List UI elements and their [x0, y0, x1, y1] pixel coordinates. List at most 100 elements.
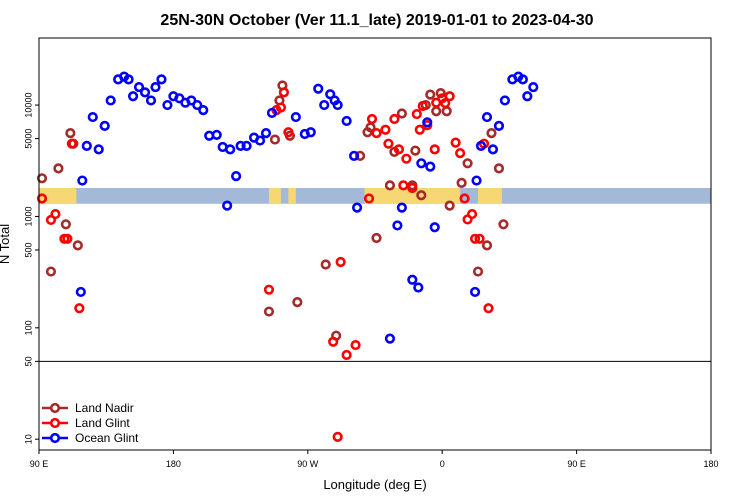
data-point [481, 240, 493, 251]
plot-frame [38, 37, 712, 451]
x-tick-label: 180 [703, 459, 718, 469]
data-point [235, 140, 246, 151]
data-point [444, 200, 455, 211]
x-tick-label: 180 [166, 459, 181, 469]
data-point [471, 175, 482, 186]
x-tick-label: 0 [440, 459, 445, 469]
data-point [231, 171, 242, 182]
data-point [320, 259, 331, 270]
data-point [469, 233, 481, 244]
data-point [392, 220, 403, 231]
data-point [66, 138, 77, 149]
data-point [498, 219, 509, 230]
data-point [292, 297, 303, 308]
data-point [486, 128, 497, 139]
data-point [354, 150, 366, 161]
data-point [462, 158, 473, 169]
data-point [75, 286, 86, 298]
data-point [483, 303, 494, 314]
data-point [425, 89, 436, 100]
data-point [123, 74, 134, 85]
data-point [93, 144, 104, 155]
series-land-nadir [36, 80, 509, 341]
data-point [156, 74, 167, 85]
data-point [383, 138, 394, 149]
data-point [81, 140, 92, 151]
data-point [266, 107, 278, 119]
x-axis-label: Longitude (deg E) [323, 477, 426, 492]
data-point [139, 87, 151, 98]
data-point [459, 193, 470, 204]
y-tick-label: 5000 [23, 129, 33, 149]
data-point [422, 117, 433, 128]
data-point [416, 158, 427, 169]
data-point [410, 145, 421, 156]
data-point [414, 124, 425, 135]
data-point [241, 140, 252, 151]
lat-band [39, 188, 711, 204]
y-tick-label: 10 [23, 434, 33, 444]
data-point [351, 202, 363, 213]
data-point [60, 219, 71, 230]
data-point [413, 282, 424, 293]
y-tick-label: 1000 [23, 206, 33, 226]
data-point [499, 95, 511, 106]
data-point [398, 180, 409, 191]
data-point [62, 233, 73, 244]
legend-marker [49, 432, 61, 444]
data-point [380, 124, 391, 135]
data-point [222, 200, 233, 211]
data-point [305, 127, 316, 138]
data-point [389, 113, 400, 125]
legend-label: Land Glint [75, 416, 130, 430]
data-point [99, 120, 110, 131]
data-point [417, 100, 428, 112]
data-point [441, 106, 452, 117]
y-tick-label: 100 [23, 320, 33, 335]
data-point [474, 233, 485, 244]
data-point [429, 144, 440, 155]
band-land [268, 188, 281, 204]
data-point [435, 88, 446, 99]
data-point [133, 81, 145, 93]
legend-label: Land Nadir [75, 401, 134, 415]
data-point [366, 113, 378, 125]
data-point [328, 336, 339, 347]
data-point [348, 150, 360, 161]
data-point [162, 99, 173, 111]
series-ocean-glint [75, 71, 539, 344]
band-land [364, 188, 461, 204]
data-point [263, 306, 275, 317]
data-point [53, 163, 64, 174]
data-point [528, 81, 539, 93]
band-land [288, 188, 296, 204]
x-tick-label: 90 E [567, 459, 586, 469]
x-tick-label: 90 E [30, 459, 49, 469]
data-point [466, 208, 478, 220]
data-point [36, 173, 48, 184]
data-point [401, 153, 412, 164]
data-point [371, 128, 382, 139]
data-point [105, 95, 116, 106]
data-point [393, 144, 404, 155]
legend-item: Land Nadir [42, 401, 134, 415]
data-point [396, 108, 407, 119]
data-point [65, 128, 76, 139]
data-point [72, 240, 83, 251]
data-point [425, 161, 436, 172]
data-point [260, 128, 272, 139]
data-point [363, 193, 375, 204]
data-point [332, 99, 343, 111]
data-point [472, 266, 484, 277]
data-point [469, 286, 481, 298]
data-point [456, 177, 467, 189]
data-point [487, 144, 499, 155]
data-point [225, 144, 236, 155]
data-point [254, 135, 266, 146]
data-point [36, 193, 48, 204]
band-land [478, 188, 502, 204]
y-tick-label: 500 [23, 242, 33, 257]
series-land-glint [36, 87, 494, 442]
